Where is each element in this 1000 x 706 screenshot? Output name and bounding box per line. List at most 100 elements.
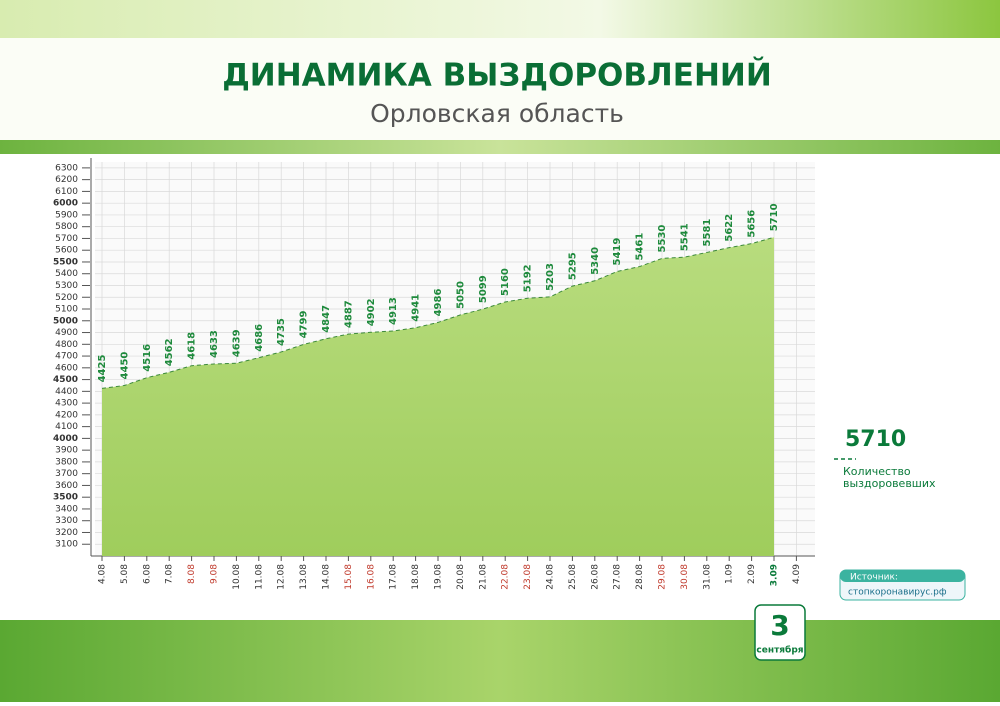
y-tick-label: 5500 [53, 257, 78, 267]
data-label: 4633 [209, 330, 220, 358]
x-tick-label: 24.08 [546, 564, 556, 590]
legend-value: 5710 [845, 427, 906, 452]
data-label: 4450 [119, 352, 130, 380]
y-tick-label: 5400 [55, 269, 78, 279]
y-tick-label: 4500 [53, 375, 78, 385]
x-tick-label: 26.08 [590, 564, 600, 590]
source-label: Источник: [850, 573, 898, 583]
data-label: 5419 [612, 238, 623, 266]
data-label: 5099 [478, 275, 489, 303]
x-tick-label: 4.09 [792, 564, 802, 584]
data-label: 5192 [523, 264, 534, 292]
y-tick-label: 6000 [53, 199, 78, 209]
y-tick-label: 5300 [55, 281, 78, 291]
date-month: сентября [756, 645, 803, 656]
x-tick-label: 2.09 [747, 564, 757, 584]
data-label: 5656 [747, 210, 758, 238]
y-tick-label: 4100 [55, 422, 78, 432]
data-label: 5622 [724, 214, 735, 242]
data-label: 5710 [769, 203, 780, 231]
x-tick-label: 28.08 [635, 564, 645, 590]
y-tick-label: 4600 [55, 363, 78, 373]
x-tick-label: 11.08 [254, 564, 264, 590]
x-tick-label: 3.09 [770, 564, 780, 586]
y-tick-label: 4000 [53, 434, 78, 444]
data-label: 4887 [343, 300, 354, 328]
data-label: 5461 [635, 233, 646, 261]
data-label: 5050 [455, 281, 466, 309]
y-tick-label: 6200 [55, 175, 78, 185]
x-tick-label: 10.08 [232, 564, 242, 590]
x-tick-label: 23.08 [523, 564, 533, 590]
x-tick-label: 1.09 [725, 564, 735, 584]
y-tick-label: 4700 [55, 352, 78, 362]
data-label: 4986 [433, 289, 444, 317]
x-tick-label: 14.08 [322, 564, 332, 590]
x-tick-label: 21.08 [478, 564, 488, 590]
line [101, 236, 775, 389]
y-tick-label: 5700 [55, 234, 78, 244]
y-tick-label: 4300 [55, 399, 78, 409]
data-label: 4735 [276, 318, 287, 346]
x-tick-label: 18.08 [411, 564, 421, 590]
data-label: 4941 [411, 294, 422, 322]
data-label: 4425 [97, 355, 108, 383]
x-tick-label: 6.08 [142, 564, 152, 584]
source-head [840, 570, 965, 582]
data-label: 4618 [187, 332, 198, 360]
y-tick-label: 3400 [55, 504, 78, 514]
y-tick-label: 4900 [55, 328, 78, 338]
chart-title: ДИНАМИКА ВЫЗДОРОВЛЕНИЙ [222, 58, 772, 94]
x-tick-label: 22.08 [501, 564, 511, 590]
x-tick-label: 15.08 [344, 564, 354, 590]
x-tick-label: 16.08 [366, 564, 376, 590]
data-label: 5530 [657, 225, 668, 253]
data-label: 4847 [321, 305, 332, 333]
y-tick-label: 3300 [55, 516, 78, 526]
y-tick-label: 4200 [55, 410, 78, 420]
x-tick-label: 29.08 [658, 564, 668, 590]
data-label: 5295 [567, 252, 578, 280]
date-box [754, 604, 806, 661]
date-day: 3 [770, 609, 789, 642]
data-label: 4686 [254, 324, 265, 352]
x-tick-label: 9.08 [210, 564, 220, 584]
x-tick-label: 19.08 [434, 564, 444, 590]
legend-line: выздоровевших [843, 477, 936, 490]
x-tick-label: 20.08 [456, 564, 466, 590]
y-tick-label: 3900 [55, 446, 78, 456]
y-tick-label: 3600 [55, 481, 78, 491]
y-tick-label: 3800 [55, 457, 78, 467]
y-tick-label: 3100 [55, 540, 78, 550]
header-top [0, 0, 1000, 38]
y-tick-label: 5000 [53, 316, 78, 326]
y-tick-label: 3500 [53, 493, 78, 503]
plot: 3100320033003400350036003700380039004000… [53, 158, 815, 590]
y-tick-label: 5600 [55, 246, 78, 256]
y-tick-label: 3200 [55, 528, 78, 538]
footer [0, 620, 1000, 702]
x-tick-label: 8.08 [187, 564, 197, 584]
data-label: 5203 [545, 263, 556, 291]
y-tick-label: 5100 [55, 305, 78, 315]
x-tick-label: 31.08 [702, 564, 712, 590]
legend-label: Количество выздоровевших [843, 465, 936, 490]
y-tick-label: 6300 [55, 163, 78, 173]
header-band [0, 140, 1000, 154]
y-tick-label: 6100 [55, 187, 78, 197]
data-label: 4799 [299, 311, 310, 339]
data-label: 4639 [231, 329, 242, 357]
data-label: 4562 [164, 338, 175, 366]
x-tick-label: 7.08 [165, 564, 175, 584]
y-tick-label: 5900 [55, 210, 78, 220]
y-tick-label: 4800 [55, 340, 78, 350]
y-tick-label: 3700 [55, 469, 78, 479]
header [0, 38, 1000, 140]
chart-subtitle: Орловская область [370, 99, 624, 128]
x-tick-label: 17.08 [389, 564, 399, 590]
y-tick-label: 5800 [55, 222, 78, 232]
data-label: 5160 [500, 268, 511, 296]
x-tick-label: 13.08 [299, 564, 309, 590]
data-label: 5541 [679, 223, 690, 251]
